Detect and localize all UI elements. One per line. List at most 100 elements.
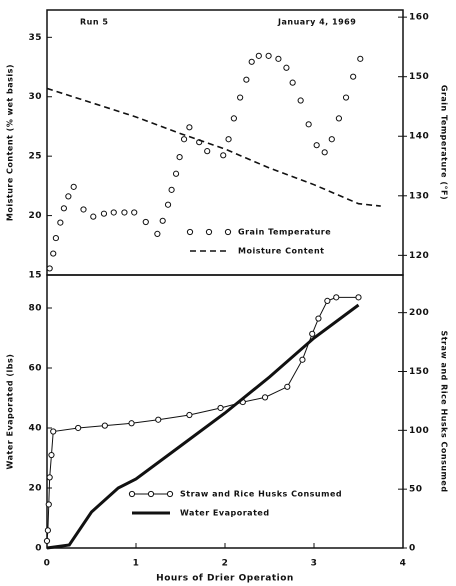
data-point <box>321 149 328 156</box>
data-point <box>324 297 331 304</box>
chart-subtitle: January 4, 1969 <box>277 18 356 27</box>
data-point <box>65 193 72 200</box>
data-point <box>284 383 291 390</box>
data-point <box>164 201 172 208</box>
y2-tick-label: 100 <box>409 426 429 436</box>
data-point <box>186 124 193 131</box>
data-point <box>52 234 60 242</box>
y-tick-label: 80 <box>28 304 42 314</box>
data-point <box>243 76 250 83</box>
data-point <box>46 474 53 481</box>
legend-label: Moisture Content <box>238 247 324 256</box>
series-line <box>46 303 360 550</box>
data-point <box>48 451 55 459</box>
y-tick-label: 15 <box>28 271 42 281</box>
data-point <box>90 213 97 220</box>
data-point <box>101 422 108 429</box>
data-point <box>128 420 135 427</box>
data-point <box>50 250 57 257</box>
legend-marker <box>128 490 136 498</box>
y2-tick-label: 200 <box>409 308 429 318</box>
y2-tick-label: 50 <box>409 485 423 495</box>
data-point <box>172 170 180 177</box>
legend-marker <box>166 490 174 498</box>
legend-marker <box>186 228 194 236</box>
y-tick-label: 35 <box>28 33 42 43</box>
y-tick-label: 20 <box>28 484 42 494</box>
series-line <box>46 87 381 207</box>
y2-tick-label: 140 <box>409 132 429 142</box>
data-point <box>230 115 237 122</box>
plot-frame <box>46 9 404 276</box>
data-point <box>142 218 149 226</box>
y2-tick-label: 0 <box>409 544 416 554</box>
x-tick-label: 4 <box>400 559 407 569</box>
chart-title: Run 5 <box>80 18 108 27</box>
x-tick-label: 2 <box>222 559 229 569</box>
data-point <box>220 152 227 159</box>
data-point <box>180 136 188 143</box>
data-point <box>154 230 161 238</box>
data-point <box>46 265 53 272</box>
data-point <box>57 219 64 226</box>
legend-marker <box>224 228 232 236</box>
data-point <box>265 52 272 59</box>
data-point <box>155 416 162 423</box>
data-point <box>261 394 269 401</box>
data-point <box>186 411 193 419</box>
legend-marker <box>147 490 155 498</box>
data-point <box>159 217 166 224</box>
data-point <box>237 94 244 101</box>
data-point <box>297 97 304 104</box>
y2-tick-label: 160 <box>409 13 429 23</box>
data-point <box>309 330 316 337</box>
data-point <box>357 55 364 62</box>
data-point <box>299 356 306 363</box>
data-point <box>45 501 52 508</box>
x-axis-label: Hours of Drier Operation <box>156 574 294 584</box>
y-tick-label: 20 <box>28 211 42 221</box>
data-point <box>217 404 224 412</box>
y2-tick-label: 120 <box>409 251 429 261</box>
y2-tick-label: 130 <box>409 191 429 201</box>
y-tick-label: 30 <box>28 92 42 102</box>
data-point <box>204 148 211 155</box>
data-point <box>121 209 128 216</box>
data-point <box>110 209 117 216</box>
legend-label: Water Evaporated <box>180 509 270 518</box>
data-point <box>355 294 362 301</box>
data-point <box>70 183 77 190</box>
data-point <box>131 209 138 216</box>
legend-label: Grain Temperature <box>238 228 331 237</box>
data-point <box>328 136 335 143</box>
x-tick-label: 3 <box>311 559 318 569</box>
data-point <box>333 294 340 301</box>
data-point <box>350 73 357 80</box>
y-tick-label: 25 <box>28 152 42 162</box>
data-point <box>255 52 262 59</box>
data-point <box>225 136 232 143</box>
data-point <box>248 58 255 65</box>
data-point <box>315 315 322 322</box>
y2-tick-label: 150 <box>409 367 429 377</box>
y2-axis-label: Straw and Rice Husks Consumed <box>440 330 449 492</box>
y-axis-label: Water Evaporated (lbs) <box>6 354 15 470</box>
data-point <box>305 121 312 128</box>
data-point <box>168 186 175 193</box>
data-point <box>44 527 51 534</box>
data-point <box>50 428 57 435</box>
y-axis-label: Moisture Content (% wet basis) <box>6 64 15 221</box>
x-tick-label: 0 <box>44 559 51 569</box>
data-point <box>335 115 343 122</box>
legend-marker <box>205 228 213 236</box>
data-point <box>60 205 68 212</box>
data-point <box>313 142 320 149</box>
data-point <box>275 55 282 62</box>
data-point <box>342 94 350 101</box>
legend-label: Straw and Rice Husks Consumed <box>180 490 342 499</box>
data-point <box>43 537 51 545</box>
y-tick-label: 60 <box>28 364 42 374</box>
x-tick-label: 1 <box>133 559 140 569</box>
y2-axis-label: Grain Temperature (°F) <box>440 85 449 200</box>
